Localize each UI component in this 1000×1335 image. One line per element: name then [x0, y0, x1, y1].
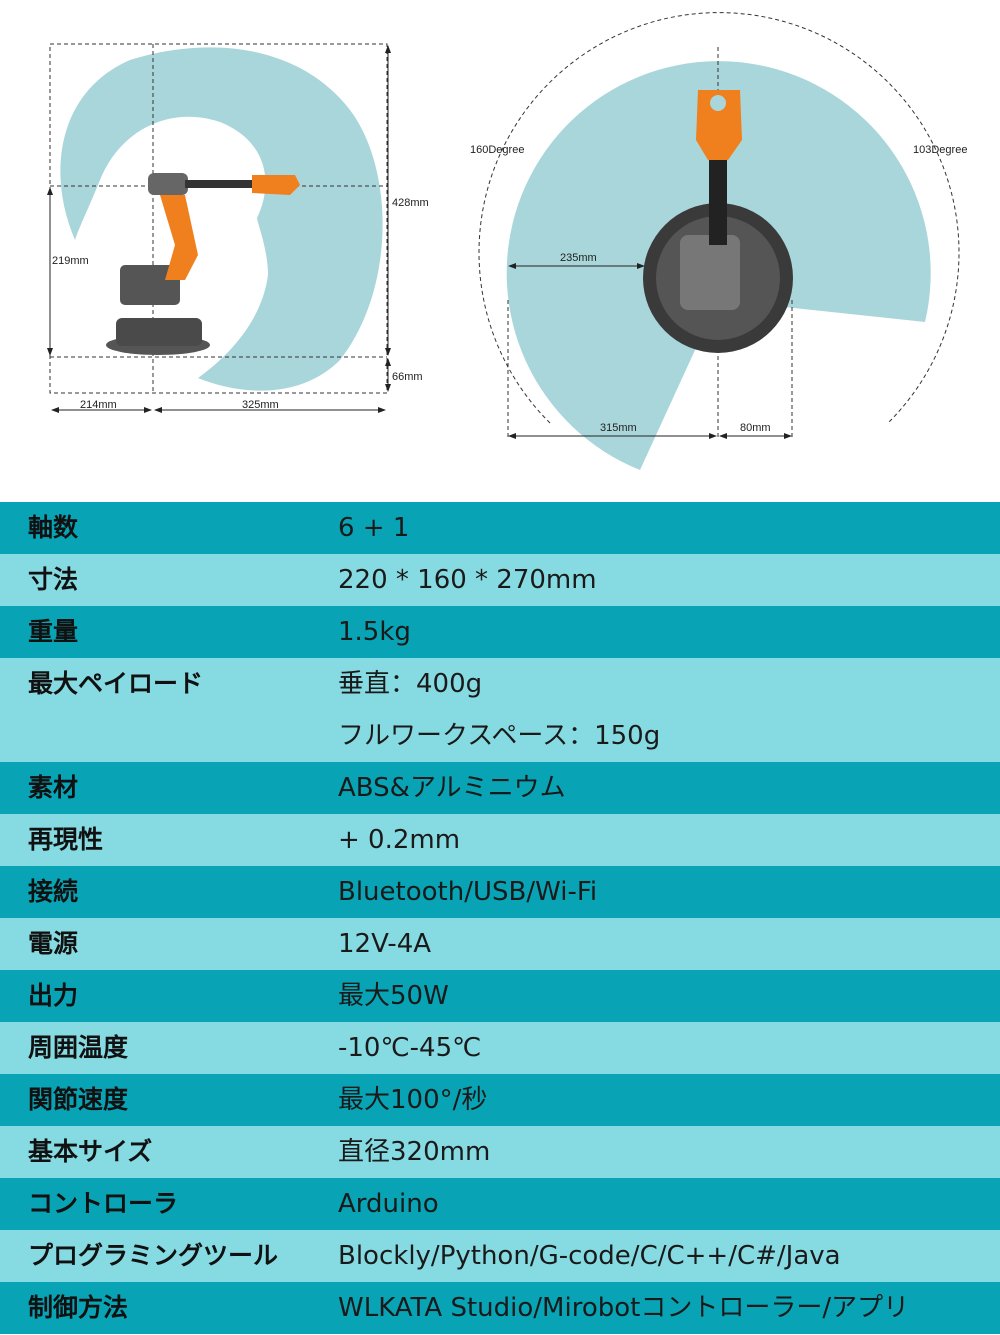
robot-top-image: [643, 90, 793, 353]
spec-label: 制御方法: [28, 1293, 129, 1322]
spec-row: 電源 12V-4A: [0, 918, 1000, 970]
spec-label: 寸法: [28, 565, 79, 594]
spec-value: フルワークスペース：150g: [338, 721, 661, 751]
spec-label: 接続: [28, 877, 79, 906]
label-angle-right: 103Degree: [913, 144, 967, 156]
spec-values: Bluetooth/USB/Wi-Fi: [310, 866, 1000, 918]
spec-value: 最大100°/秒: [338, 1085, 488, 1115]
spec-label: 出力: [28, 981, 79, 1010]
spec-value: + 0.2mm: [338, 825, 461, 855]
label-angle-left: 160Degree: [470, 144, 524, 156]
spec-label: 関節速度: [28, 1085, 129, 1114]
spec-row: 関節速度 最大100°/秒: [0, 1074, 1000, 1126]
spec-value: 垂直：400g: [338, 669, 483, 699]
spec-row: 素材 ABS&アルミニウム: [0, 762, 1000, 814]
label-reach-front: 325mm: [242, 399, 279, 411]
spec-values: 6 + 1: [310, 502, 1000, 554]
spec-label: 再現性: [28, 825, 104, 854]
spec-value: Blockly/Python/G-code/C/C++/C#/Java: [338, 1241, 841, 1271]
spec-values: 直径320mm: [310, 1126, 1000, 1178]
spec-label: コントローラ: [28, 1189, 179, 1218]
spec-values: Blockly/Python/G-code/C/C++/C#/Java: [310, 1230, 1000, 1282]
label-height-shoulder: 219mm: [52, 255, 89, 267]
spec-row: 出力 最大50W: [0, 970, 1000, 1022]
spec-table: 軸数 6 + 1 寸法 220 * 160 * 270mm 重量 1.5kg 最大ペイロード…: [0, 502, 1000, 1334]
spec-label: プログラミングツール: [28, 1241, 279, 1270]
side-view-diagram: 428mm 219mm 66mm 214mm 325mm: [47, 43, 429, 413]
spec-values: 最大100°/秒: [310, 1074, 1000, 1126]
label-reach-right: 80mm: [740, 422, 771, 434]
spec-row: 重量 1.5kg: [0, 606, 1000, 658]
spec-value: -10℃-45℃: [338, 1033, 482, 1063]
spec-label: 素材: [28, 773, 79, 802]
spec-values: WLKATA Studio/Mirobotコントローラー/アプリ: [310, 1282, 1000, 1334]
spec-value: 220 * 160 * 270mm: [338, 565, 597, 595]
spec-value: 1.5kg: [338, 617, 411, 647]
spec-label: 基本サイズ: [28, 1137, 153, 1166]
spec-label: 周囲温度: [28, 1033, 129, 1062]
spec-value: 12V-4A: [338, 929, 432, 959]
spec-row: 接続 Bluetooth/USB/Wi-Fi: [0, 866, 1000, 918]
label-reach-left: 315mm: [600, 422, 637, 434]
robot-side-image: [106, 173, 300, 355]
spec-label: 電源: [28, 929, 79, 958]
spec-values: 220 * 160 * 270mm: [310, 554, 1000, 606]
spec-value: 直径320mm: [338, 1137, 491, 1167]
spec-values: 垂直：400g フルワークスペース：150g: [310, 658, 1000, 762]
spec-value: Bluetooth/USB/Wi-Fi: [338, 877, 598, 907]
spec-label: 重量: [28, 617, 79, 646]
workspace-diagrams: 428mm 219mm 66mm 214mm 325mm 160Degree 1…: [47, 12, 967, 470]
spec-row: 寸法 220 * 160 * 270mm: [0, 554, 1000, 606]
spec-value: WLKATA Studio/Mirobotコントローラー/アプリ: [338, 1293, 910, 1323]
spec-row: 軸数 6 + 1: [0, 502, 1000, 554]
spec-row: 制御方法 WLKATA Studio/Mirobotコントローラー/アプリ: [0, 1282, 1000, 1334]
label-base-offset: 66mm: [392, 371, 423, 383]
spec-row: 基本サイズ 直径320mm: [0, 1126, 1000, 1178]
label-reach-back: 214mm: [80, 399, 117, 411]
side-workspace-area: [60, 47, 383, 391]
spec-values: Arduino: [310, 1178, 1000, 1230]
spec-values: -10℃-45℃: [310, 1022, 1000, 1074]
spec-values: + 0.2mm: [310, 814, 1000, 866]
spec-row: 周囲温度 -10℃-45℃: [0, 1022, 1000, 1074]
spec-values: 12V-4A: [310, 918, 1000, 970]
spec-row: 再現性 + 0.2mm: [0, 814, 1000, 866]
spec-value: 最大50W: [338, 981, 449, 1011]
spec-row: コントローラ Arduino: [0, 1178, 1000, 1230]
spec-values: 1.5kg: [310, 606, 1000, 658]
label-height-total: 428mm: [392, 197, 429, 209]
spec-value: ABS&アルミニウム: [338, 773, 566, 803]
spec-row: プログラミングツール Blockly/Python/G-code/C/C++/C#…: [0, 1230, 1000, 1282]
spec-value: Arduino: [338, 1189, 439, 1219]
spec-value: 6 + 1: [338, 513, 410, 543]
spec-label: 軸数: [28, 513, 79, 542]
spec-label: 最大ペイロード: [28, 669, 204, 698]
top-view-diagram: 160Degree 103Degree 235mm 315mm 80mm: [470, 12, 967, 470]
spec-values: ABS&アルミニウム: [310, 762, 1000, 814]
label-inner-radius: 235mm: [560, 252, 597, 264]
spec-values: 最大50W: [310, 970, 1000, 1022]
spec-row: 最大ペイロード 垂直：400g フルワークスペース：150g: [0, 658, 1000, 762]
